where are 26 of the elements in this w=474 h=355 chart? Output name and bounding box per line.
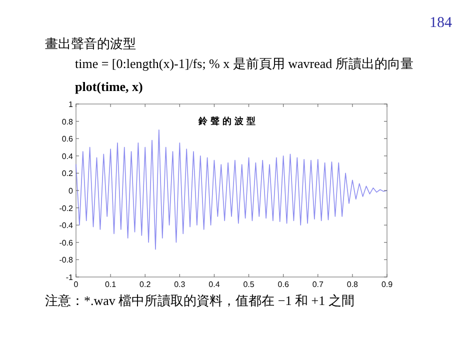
y-tick-label: 0.2 — [62, 169, 74, 178]
y-tick-label: 1 — [68, 100, 74, 109]
x-tick-label: 0.9 — [381, 280, 394, 289]
x-tick-label: 0.7 — [312, 280, 324, 289]
x-tick-label: 0.5 — [243, 280, 255, 289]
y-tick-label: 0.8 — [62, 117, 74, 126]
x-tick-label: 0.1 — [104, 280, 117, 289]
annotation: 注意：*.wav 檔中所讀取的資料，值都在 −1 和 +1 之間 — [45, 293, 354, 308]
x-tick-label: 0.6 — [278, 280, 290, 289]
annotation: plot(time, x) — [75, 79, 143, 94]
annotation: 畫出聲音的波型 — [45, 36, 136, 51]
y-tick-label: 0 — [68, 186, 74, 196]
annotation: time = [0:length(x)-1]/fs; % x 是前頁用 wavread 所讀出的向量 — [75, 56, 414, 71]
x-tick-label: 0.3 — [174, 280, 186, 289]
y-tick-label: -0.4 — [59, 221, 74, 230]
annotation: 184 — [430, 15, 452, 31]
x-tick-label: 0.8 — [346, 280, 359, 289]
y-tick-label: -1 — [66, 273, 74, 282]
y-tick-label: -0.6 — [59, 238, 74, 248]
y-tick-label: -0.8 — [59, 256, 74, 265]
x-tick-label: 0.4 — [208, 280, 220, 289]
y-tick-label: -0.2 — [59, 204, 74, 213]
y-tick-label: 0.4 — [62, 152, 74, 161]
text: 鈴聲的波型 — [198, 116, 258, 126]
x-tick-label: 0.2 — [140, 280, 152, 289]
y-tick-label: 0.6 — [62, 134, 74, 144]
